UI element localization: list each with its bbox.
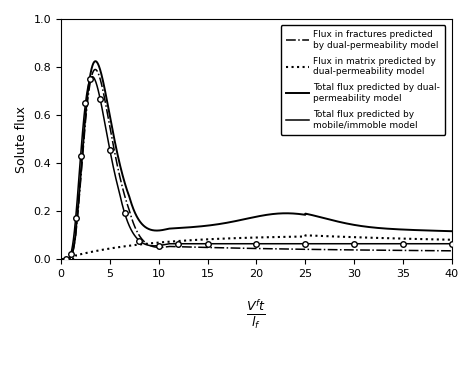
Flux in matrix predicted by
dual-permeability model: [103, 247, 109, 251]
Flux in matrix predicted by
dual-permeability model: [302, 233, 308, 237]
Flux in fractures predicted
by dual-permeability model: [208, 245, 214, 250]
Flux in matrix predicted by
dual-permeability model: [208, 237, 214, 241]
Total flux predicted by
mobile/immoble model: [208, 241, 214, 246]
Text: $\frac{V^f t}{l_f}$: $\frac{V^f t}{l_f}$: [246, 298, 266, 332]
Flux in matrix predicted by
dual-permeability model: [126, 244, 132, 248]
Line: Flux in fractures predicted
by dual-permeability model: Flux in fractures predicted by dual-perm…: [61, 70, 452, 259]
Flux in fractures predicted
by dual-permeability model: [400, 248, 405, 252]
Total flux predicted by
mobile/immoble model: [400, 241, 405, 246]
Total flux predicted by
mobile/immoble model: [103, 126, 109, 130]
Total flux predicted by dual-
permeability model: [92, 59, 98, 63]
Flux in matrix predicted by
dual-permeability model: [449, 238, 455, 242]
Total flux predicted by dual-
permeability model: [400, 227, 405, 232]
Y-axis label: Solute flux: Solute flux: [15, 106, 28, 173]
Total flux predicted by dual-
permeability model: [126, 194, 132, 198]
Flux in matrix predicted by
dual-permeability model: [442, 237, 447, 242]
Total flux predicted by
mobile/immoble model: [126, 223, 132, 227]
Total flux predicted by dual-
permeability model: [58, 257, 64, 262]
Flux in fractures predicted
by dual-permeability model: [442, 248, 447, 253]
Line: Flux in matrix predicted by
dual-permeability model: Flux in matrix predicted by dual-permeab…: [61, 235, 452, 259]
Total flux predicted by dual-
permeability model: [225, 220, 231, 225]
Total flux predicted by
mobile/immoble model: [449, 241, 455, 246]
Flux in fractures predicted
by dual-permeability model: [126, 207, 132, 212]
Total flux predicted by
mobile/immoble model: [58, 257, 64, 262]
Total flux predicted by
mobile/immoble model: [225, 241, 231, 246]
Line: Total flux predicted by dual-
permeability model: Total flux predicted by dual- permeabili…: [61, 61, 452, 259]
Total flux predicted by
mobile/immoble model: [90, 74, 95, 79]
Total flux predicted by dual-
permeability model: [208, 223, 214, 227]
Flux in matrix predicted by
dual-permeability model: [400, 236, 405, 241]
Flux in fractures predicted
by dual-permeability model: [103, 102, 109, 107]
Flux in fractures predicted
by dual-permeability model: [449, 249, 455, 253]
Total flux predicted by dual-
permeability model: [449, 229, 455, 233]
Flux in matrix predicted by
dual-permeability model: [225, 236, 231, 241]
Line: Total flux predicted by
mobile/immoble model: Total flux predicted by mobile/immoble m…: [61, 77, 452, 259]
Legend: Flux in fractures predicted
by dual-permeability model, Flux in matrix predicted: Flux in fractures predicted by dual-perm…: [281, 25, 446, 135]
Total flux predicted by
mobile/immoble model: [442, 241, 447, 246]
Flux in matrix predicted by
dual-permeability model: [58, 257, 64, 262]
Flux in fractures predicted
by dual-permeability model: [225, 246, 231, 250]
Flux in fractures predicted
by dual-permeability model: [58, 257, 64, 262]
Flux in fractures predicted
by dual-permeability model: [92, 67, 98, 72]
Total flux predicted by dual-
permeability model: [103, 92, 109, 96]
Total flux predicted by dual-
permeability model: [442, 229, 447, 233]
